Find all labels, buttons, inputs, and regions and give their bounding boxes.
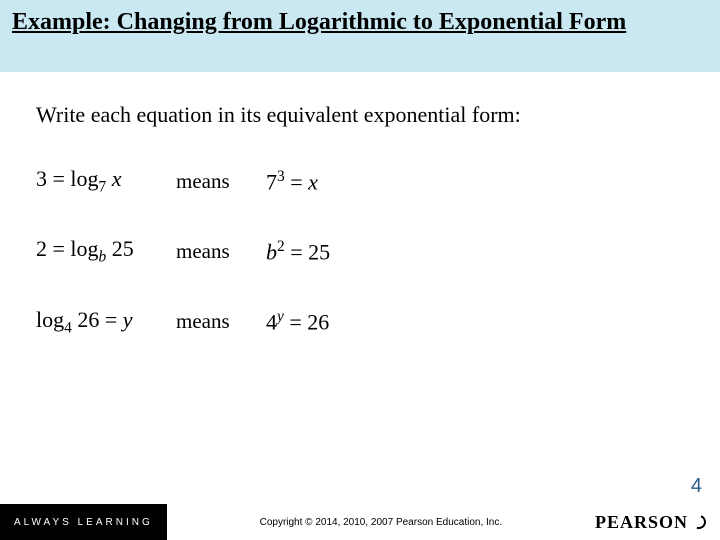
exp-expression: 73 = x bbox=[266, 168, 318, 195]
slide-body: Write each equation in its equivalent ex… bbox=[0, 72, 720, 337]
means-label: means bbox=[176, 239, 266, 264]
copyright-text: Copyright © 2014, 2010, 2007 Pearson Edu… bbox=[167, 517, 595, 528]
means-label: means bbox=[176, 309, 266, 334]
pearson-logo: PEARSON bbox=[595, 512, 720, 533]
footer-bar: ALWAYS LEARNING Copyright © 2014, 2010, … bbox=[0, 504, 720, 540]
equation-row: 2 = logb 25 means b2 = 25 bbox=[36, 236, 684, 266]
equation-row: log4 26 = y means 4y = 26 bbox=[36, 307, 684, 337]
exp-expression: 4y = 26 bbox=[266, 308, 329, 335]
pearson-brand-text: PEARSON bbox=[595, 512, 688, 533]
log-expression: log4 26 = y bbox=[36, 307, 176, 337]
log-expression: 3 = log7 x bbox=[36, 166, 176, 196]
instruction-text: Write each equation in its equivalent ex… bbox=[36, 102, 684, 128]
log-expression: 2 = logb 25 bbox=[36, 236, 176, 266]
pearson-swoosh-icon bbox=[690, 513, 709, 532]
slide-title: Example: Changing from Logarithmic to Ex… bbox=[12, 8, 708, 37]
means-label: means bbox=[176, 169, 266, 194]
always-learning-badge: ALWAYS LEARNING bbox=[0, 504, 167, 540]
exp-expression: b2 = 25 bbox=[266, 238, 330, 265]
title-bar: Example: Changing from Logarithmic to Ex… bbox=[0, 0, 720, 72]
equation-row: 3 = log7 x means 73 = x bbox=[36, 166, 684, 196]
page-number: 4 bbox=[691, 475, 702, 498]
